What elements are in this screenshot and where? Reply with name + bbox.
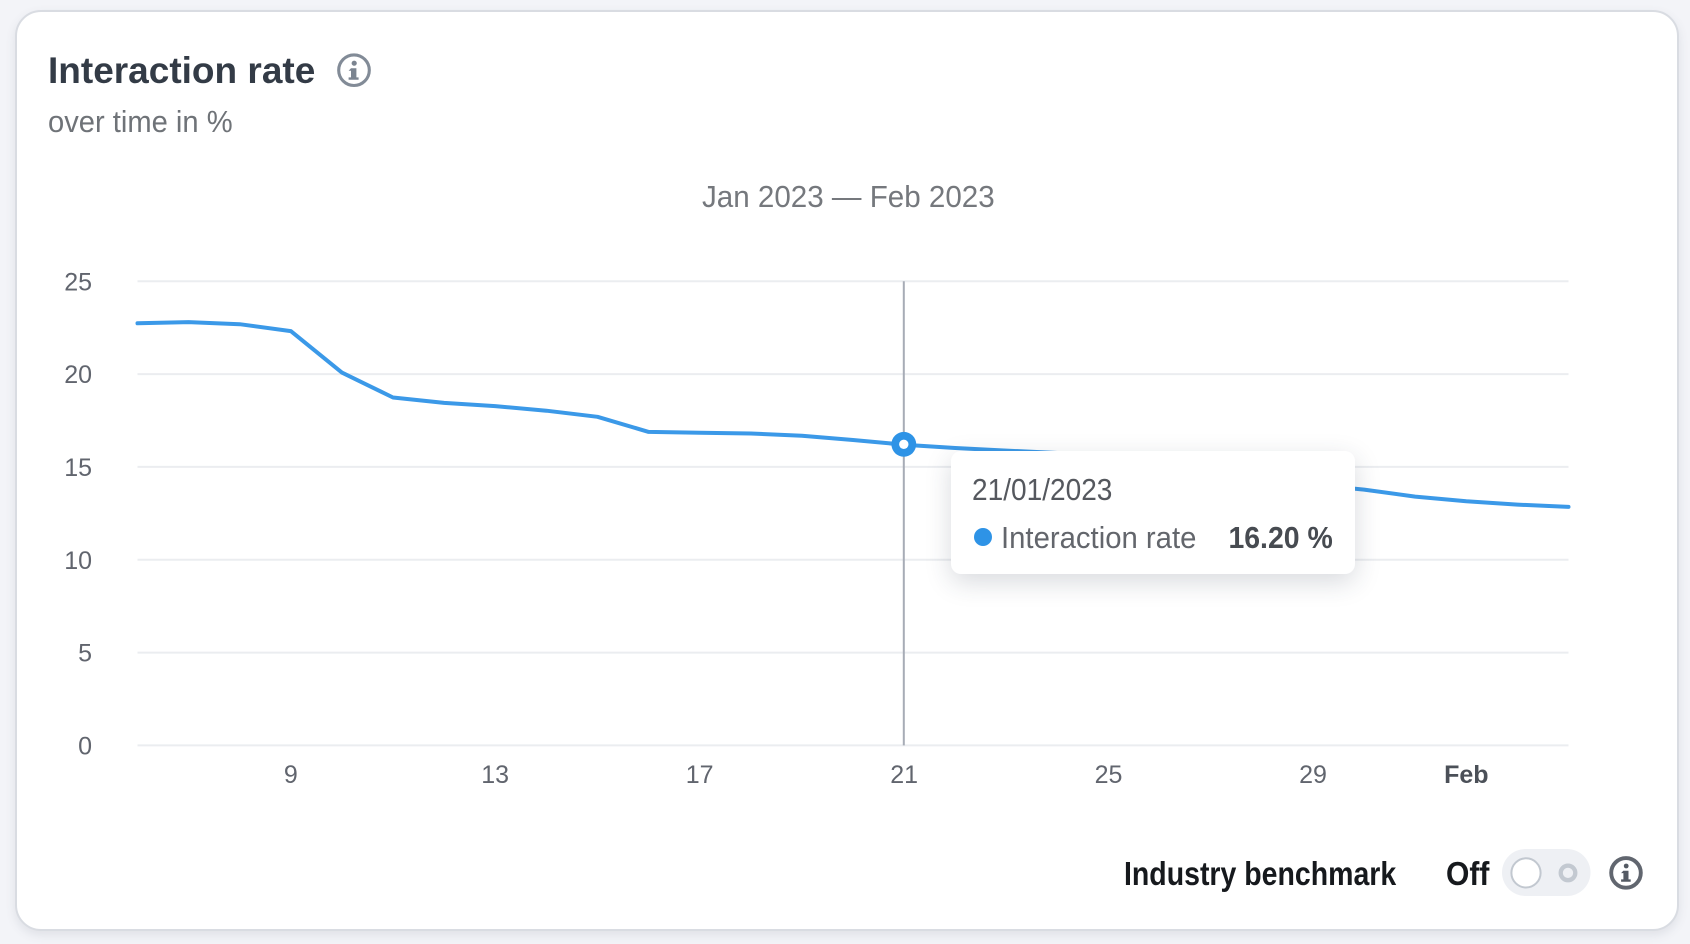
svg-text:0: 0	[78, 732, 92, 760]
svg-text:20: 20	[64, 361, 92, 389]
svg-text:25: 25	[1095, 761, 1123, 789]
svg-text:13: 13	[481, 761, 509, 789]
svg-text:15: 15	[64, 454, 92, 482]
svg-text:Feb: Feb	[1444, 761, 1488, 789]
svg-text:29: 29	[1299, 761, 1327, 789]
svg-text:5: 5	[78, 640, 92, 668]
svg-text:21: 21	[890, 761, 918, 789]
svg-text:25: 25	[64, 268, 92, 296]
svg-text:17: 17	[686, 761, 714, 789]
svg-text:9: 9	[284, 761, 298, 789]
svg-text:10: 10	[64, 547, 92, 575]
